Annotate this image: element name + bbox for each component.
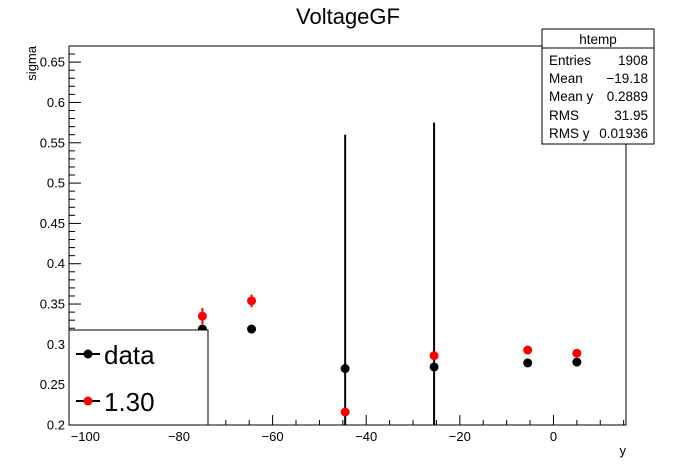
legend: data 1.30 [68, 329, 209, 426]
chart-title: VoltageGF [296, 4, 400, 29]
data-point [340, 407, 350, 417]
y-tick-label: 0.2 [47, 418, 65, 433]
y-tick-label: 0.45 [40, 216, 65, 231]
legend-label-1-30: 1.30 [104, 387, 155, 417]
x-tick-label: −100 [71, 429, 100, 444]
stats-value-rms: 31.95 [614, 108, 648, 123]
data-point [523, 358, 533, 368]
x-tick-label: 0 [550, 429, 557, 444]
series-red [197, 294, 582, 417]
legend-marker-data [83, 349, 93, 359]
data-point [523, 345, 533, 355]
series-layer [197, 122, 582, 425]
stats-value-rms-y: 0.01936 [599, 126, 648, 141]
y-axis-label: sigma [24, 45, 39, 80]
stats-label-entries: Entries [549, 53, 591, 68]
y-axis: 0.2 0.25 0.3 0.35 0.4 0.45 0.5 0.55 0.6 0.65 [40, 45, 81, 433]
legend-marker-1-30 [83, 396, 93, 406]
x-axis-label: y [620, 443, 627, 458]
stats-value-mean: −19.18 [606, 71, 648, 86]
data-point [340, 364, 350, 374]
data-point [429, 351, 439, 361]
y-tick-label: 0.6 [47, 95, 65, 110]
stats-label-mean: Mean [549, 71, 583, 86]
series-data [197, 122, 582, 425]
x-tick-label: −80 [168, 429, 190, 444]
data-point [197, 311, 207, 321]
y-tick-label: 0.25 [40, 377, 65, 392]
stats-box-title: htemp [579, 32, 617, 47]
legend-label-data: data [104, 340, 155, 370]
stats-box: htemp Entries 1908 Mean −19.18 Mean y 0.… [541, 28, 655, 145]
y-tick-label: 0.5 [47, 176, 65, 191]
stats-label-rms: RMS [549, 108, 579, 123]
stats-label-mean-y: Mean y [549, 89, 594, 104]
plot-frame [68, 45, 627, 426]
x-tick-label: −20 [449, 429, 471, 444]
data-point [247, 296, 257, 306]
y-tick-label: 0.3 [47, 337, 65, 352]
data-point [247, 324, 257, 334]
x-tick-label: −40 [355, 429, 377, 444]
stats-value-mean-y: 0.2889 [607, 89, 648, 104]
y-tick-label: 0.35 [40, 297, 65, 312]
data-point [572, 357, 582, 367]
stats-label-rms-y: RMS y [549, 126, 590, 141]
legend-frame [68, 329, 209, 426]
stats-value-entries: 1908 [618, 53, 648, 68]
data-point [572, 348, 582, 358]
y-tick-label: 0.65 [40, 55, 65, 70]
y-tick-label: 0.4 [47, 256, 65, 271]
y-tick-label: 0.55 [40, 135, 65, 150]
x-tick-label: −60 [262, 429, 284, 444]
data-point [429, 362, 439, 372]
